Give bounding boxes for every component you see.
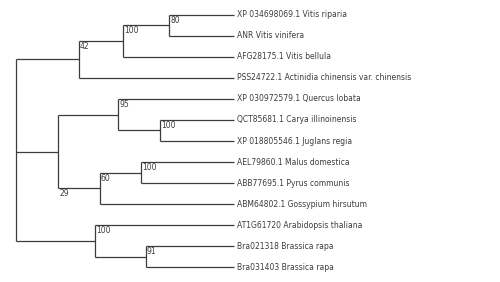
Text: 100: 100: [161, 121, 176, 130]
Text: 60: 60: [100, 174, 110, 183]
Text: 80: 80: [170, 16, 180, 25]
Text: 100: 100: [124, 26, 138, 35]
Text: XP 030972579.1 Quercus lobata: XP 030972579.1 Quercus lobata: [236, 94, 360, 103]
Text: XP 034698069.1 Vitis riparia: XP 034698069.1 Vitis riparia: [236, 10, 346, 19]
Text: AEL79860.1 Malus domestica: AEL79860.1 Malus domestica: [236, 158, 349, 167]
Text: AT1G61720 Arabidopsis thaliana: AT1G61720 Arabidopsis thaliana: [236, 221, 362, 230]
Text: ANR Vitis vinifera: ANR Vitis vinifera: [236, 31, 304, 40]
Text: XP 018805546.1 Juglans regia: XP 018805546.1 Juglans regia: [236, 136, 352, 146]
Text: 29: 29: [59, 190, 69, 199]
Text: Bra031403 Brassica rapa: Bra031403 Brassica rapa: [236, 263, 334, 272]
Text: 42: 42: [80, 42, 90, 51]
Text: 95: 95: [119, 100, 129, 109]
Text: ABM64802.1 Gossypium hirsutum: ABM64802.1 Gossypium hirsutum: [236, 200, 366, 209]
Text: 100: 100: [96, 226, 110, 235]
Text: QCT85681.1 Carya illinoinensis: QCT85681.1 Carya illinoinensis: [236, 115, 356, 124]
Text: 91: 91: [147, 247, 156, 256]
Text: 100: 100: [142, 163, 157, 172]
Text: Bra021318 Brassica rapa: Bra021318 Brassica rapa: [236, 242, 333, 251]
Text: AFG28175.1 Vitis bellula: AFG28175.1 Vitis bellula: [236, 52, 330, 61]
Text: ABB77695.1 Pyrus communis: ABB77695.1 Pyrus communis: [236, 179, 349, 188]
Text: PSS24722.1 Actinidia chinensis var. chinensis: PSS24722.1 Actinidia chinensis var. chin…: [236, 73, 411, 82]
